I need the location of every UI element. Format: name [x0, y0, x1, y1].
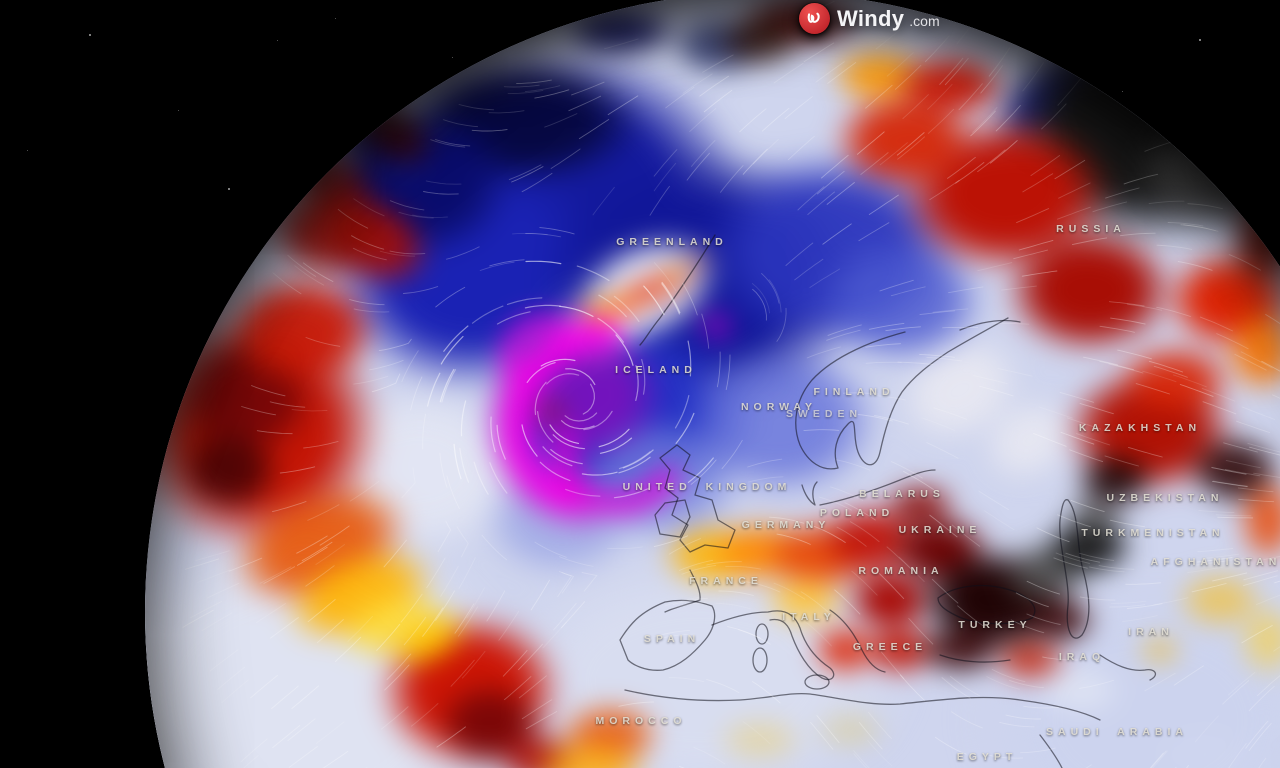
- windy-logo[interactable]: Windy .com: [799, 3, 940, 34]
- earth-globe: [145, 0, 1280, 768]
- star: [27, 150, 28, 151]
- star: [89, 34, 91, 36]
- star: [335, 18, 336, 19]
- star: [178, 110, 179, 111]
- temperature-field: [145, 0, 1280, 768]
- temperature-blob: [532, 396, 572, 428]
- windy-logo-word: Windy: [837, 5, 905, 31]
- temperature-blob: [240, 160, 420, 300]
- star: [228, 188, 230, 190]
- temperature-blob: [1095, 330, 1255, 430]
- temperature-blob: [870, 40, 1030, 130]
- star: [277, 40, 278, 41]
- windy-logo-tld: .com: [909, 13, 940, 29]
- windy-swirl-icon: [799, 3, 830, 34]
